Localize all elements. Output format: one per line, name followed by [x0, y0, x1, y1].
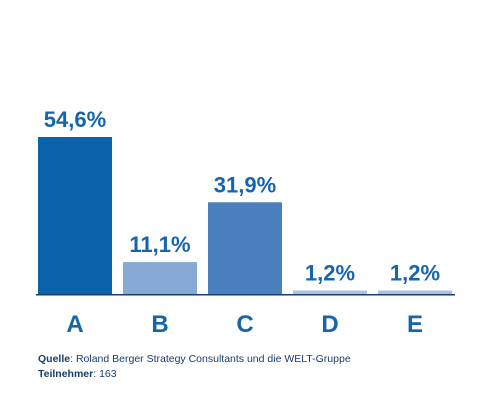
participants-value: 163 [99, 368, 117, 380]
bar-b [123, 262, 197, 294]
chart-footer: Quelle: Roland Berger Strategy Consultan… [38, 352, 351, 382]
category-label-d: D [321, 311, 338, 338]
value-label-b: 11,1% [129, 232, 190, 257]
bar-c [208, 202, 282, 294]
category-label-c: C [236, 311, 253, 338]
bar-a [38, 137, 112, 294]
source-line: Quelle: Roland Berger Strategy Consultan… [38, 353, 351, 365]
category-label-e: E [407, 311, 423, 338]
category-label-b: B [151, 311, 168, 338]
value-label-a: 54,6% [44, 107, 106, 132]
participants-line: Teilnehmer: 163 [38, 368, 117, 380]
bar-chart: 54,6% A 11,1% B 31,9% C 1,2% D 1,2% E [36, 107, 455, 338]
value-label-d: 1,2% [305, 261, 355, 286]
category-label-a: A [66, 311, 83, 338]
value-label-e: 1,2% [390, 261, 440, 286]
source-key: Quelle [38, 353, 71, 365]
bar-d [293, 290, 367, 294]
source-value: Roland Berger Strategy Consultants und d… [75, 353, 351, 365]
participants-key: Teilnehmer [38, 368, 94, 380]
value-label-c: 31,9% [214, 172, 276, 197]
bar-e [378, 290, 452, 294]
